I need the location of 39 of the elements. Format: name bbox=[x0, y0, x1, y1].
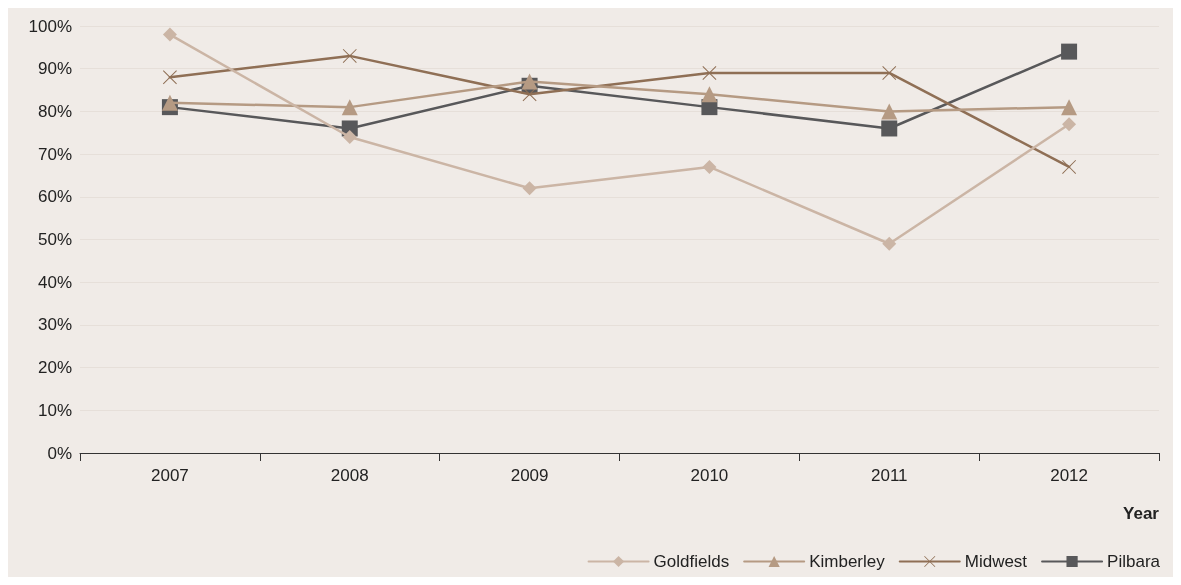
y-tick-label: 60% bbox=[37, 187, 72, 207]
point bbox=[341, 99, 358, 116]
x-tick-label: 2007 bbox=[151, 466, 189, 485]
point bbox=[881, 120, 898, 137]
legend-label: Midwest bbox=[964, 552, 1028, 571]
legend-label: Goldfields bbox=[653, 552, 730, 571]
point bbox=[161, 94, 178, 111]
point bbox=[342, 130, 357, 145]
point bbox=[1061, 43, 1078, 60]
y-tick-label: 70% bbox=[37, 144, 72, 164]
y-tick-label: 20% bbox=[37, 358, 72, 378]
y-tick-label: 10% bbox=[37, 400, 72, 420]
point bbox=[342, 48, 357, 63]
x-tick-label: 2011 bbox=[870, 466, 908, 485]
y-tick-label: 80% bbox=[37, 101, 72, 121]
point bbox=[521, 73, 538, 90]
point bbox=[162, 70, 177, 85]
y-tick-label: 100% bbox=[28, 16, 72, 36]
y-tick-label: 30% bbox=[37, 315, 72, 335]
point bbox=[162, 27, 177, 42]
point bbox=[882, 236, 897, 251]
x-tick-label: 2008 bbox=[330, 466, 369, 485]
legend-label: Pilbara bbox=[1107, 552, 1161, 571]
point bbox=[881, 103, 898, 120]
y-tick-label: 90% bbox=[37, 59, 72, 79]
point bbox=[1061, 99, 1078, 116]
x-tick-label: 2009 bbox=[510, 466, 549, 485]
point bbox=[702, 65, 717, 80]
y-tick-label: 50% bbox=[37, 230, 72, 249]
point bbox=[702, 159, 717, 174]
y-tick-label: 0% bbox=[47, 443, 72, 463]
y-tick-label: 40% bbox=[37, 272, 72, 292]
point bbox=[522, 181, 537, 196]
x-axis-title: Year bbox=[1123, 504, 1160, 523]
x-tick-label: 2010 bbox=[690, 466, 729, 485]
point bbox=[701, 86, 718, 103]
point bbox=[1062, 117, 1077, 132]
x-tick-label: 2012 bbox=[1050, 466, 1088, 485]
legend-label: Kimberley bbox=[809, 552, 886, 571]
